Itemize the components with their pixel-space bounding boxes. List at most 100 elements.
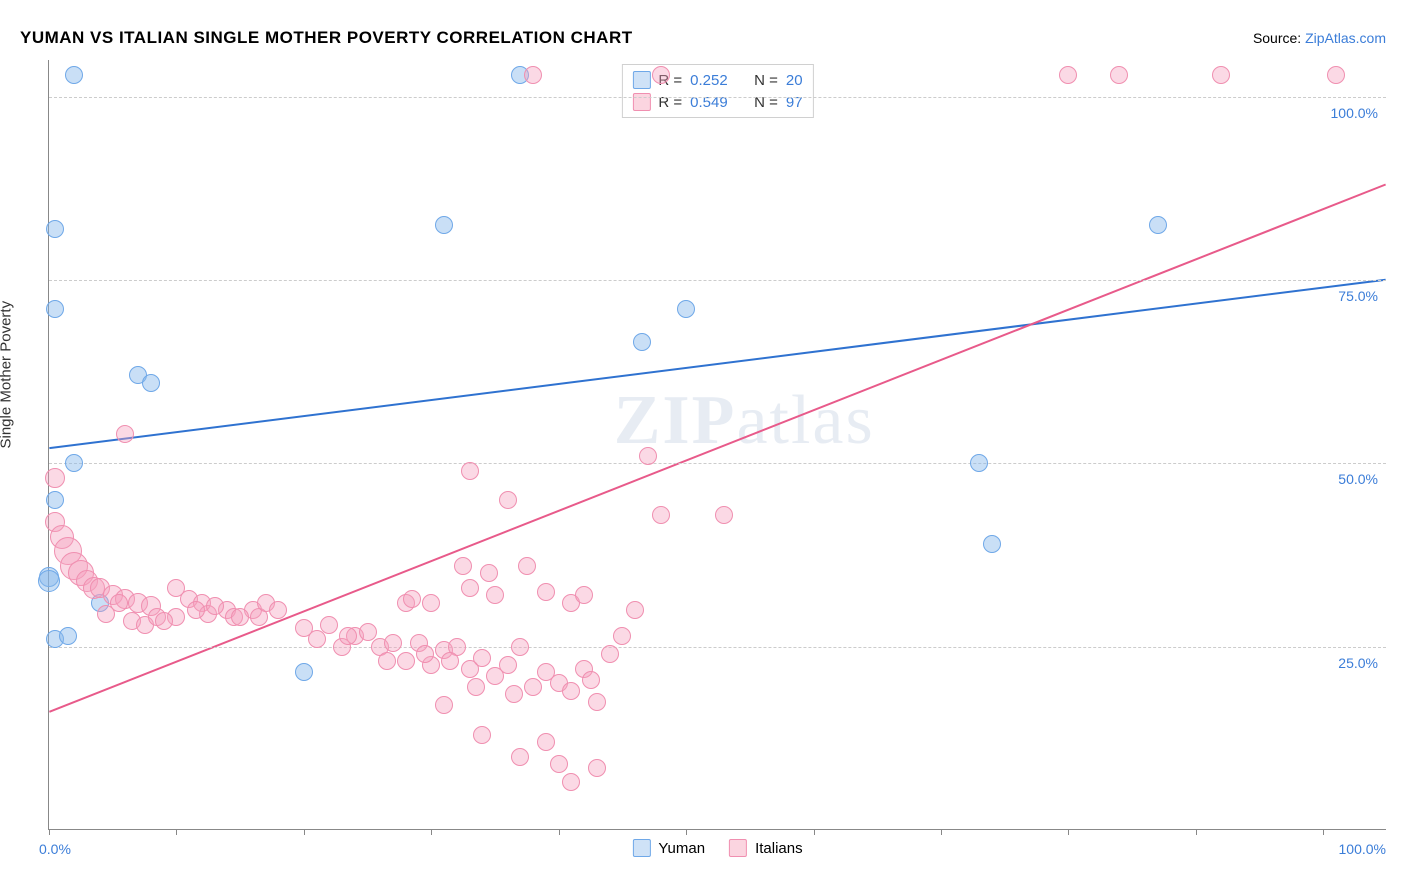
data-point [206, 597, 224, 615]
data-point [537, 733, 555, 751]
y-tick-label: 50.0% [1338, 471, 1378, 487]
legend-row: R =0.549N =97 [632, 91, 802, 113]
data-point [38, 570, 60, 592]
chart-title: YUMAN VS ITALIAN SINGLE MOTHER POVERTY C… [20, 28, 633, 48]
data-point [626, 601, 644, 619]
x-tick [559, 829, 560, 835]
data-point [480, 564, 498, 582]
data-point [511, 638, 529, 656]
data-point [441, 652, 459, 670]
data-point [269, 601, 287, 619]
chart-source: Source: ZipAtlas.com [1253, 30, 1386, 46]
data-point [582, 671, 600, 689]
data-point [562, 682, 580, 700]
data-point [613, 627, 631, 645]
data-point [467, 678, 485, 696]
grid-line [49, 97, 1386, 98]
trend-lines [49, 60, 1386, 829]
data-point [461, 462, 479, 480]
data-point [639, 447, 657, 465]
data-point [384, 634, 402, 652]
data-point [970, 454, 988, 472]
data-point [116, 425, 134, 443]
x-tick [941, 829, 942, 835]
x-tick [686, 829, 687, 835]
data-point [511, 748, 529, 766]
data-point [187, 601, 205, 619]
data-point [59, 627, 77, 645]
data-point [562, 773, 580, 791]
data-point [403, 590, 421, 608]
data-point [320, 616, 338, 634]
trend-line [49, 185, 1385, 712]
data-point [46, 220, 64, 238]
x-tick [304, 829, 305, 835]
data-point [46, 300, 64, 318]
data-point [677, 300, 695, 318]
data-point [295, 663, 313, 681]
x-tick [814, 829, 815, 835]
data-point [231, 608, 249, 626]
plot-area: ZIPatlas R =0.252N =20R =0.549N =97 Yuma… [48, 60, 1386, 830]
data-point [575, 586, 593, 604]
data-point [435, 216, 453, 234]
data-point [505, 685, 523, 703]
data-point [1212, 66, 1230, 84]
legend-item: Italians [729, 839, 803, 857]
data-point [1059, 66, 1077, 84]
data-point [461, 579, 479, 597]
data-point [518, 557, 536, 575]
data-point [339, 627, 357, 645]
data-point [537, 583, 555, 601]
data-point [588, 759, 606, 777]
data-point [652, 66, 670, 84]
data-point [65, 66, 83, 84]
legend-swatch [729, 839, 747, 857]
x-tick [49, 829, 50, 835]
x-axis-min-label: 0.0% [39, 841, 71, 857]
x-tick [1196, 829, 1197, 835]
legend-swatch [632, 839, 650, 857]
x-tick [1323, 829, 1324, 835]
y-axis-label: Single Mother Poverty [0, 301, 15, 449]
source-link[interactable]: ZipAtlas.com [1305, 30, 1386, 46]
legend-label: Italians [755, 840, 803, 857]
data-point [524, 678, 542, 696]
grid-line [49, 647, 1386, 648]
data-point [155, 612, 173, 630]
data-point [550, 755, 568, 773]
grid-line [49, 280, 1386, 281]
data-point [435, 696, 453, 714]
data-point [499, 491, 517, 509]
y-tick-label: 100.0% [1331, 105, 1378, 121]
legend-item: Yuman [632, 839, 705, 857]
data-point [1327, 66, 1345, 84]
x-tick [1068, 829, 1069, 835]
data-point [378, 652, 396, 670]
legend-swatch [632, 71, 650, 89]
data-point [65, 454, 83, 472]
data-point [45, 468, 65, 488]
r-value: 0.252 [690, 72, 740, 89]
data-point [473, 649, 491, 667]
legend-correlation: R =0.252N =20R =0.549N =97 [621, 64, 813, 118]
data-point [46, 491, 64, 509]
data-point [524, 66, 542, 84]
trend-line [49, 280, 1385, 448]
data-point [1149, 216, 1167, 234]
grid-line [49, 463, 1386, 464]
data-point [983, 535, 1001, 553]
x-tick [176, 829, 177, 835]
n-value: 20 [786, 72, 803, 89]
data-point [97, 605, 115, 623]
y-tick-label: 75.0% [1338, 288, 1378, 304]
data-point [308, 630, 326, 648]
data-point [454, 557, 472, 575]
data-point [652, 506, 670, 524]
data-point [601, 645, 619, 663]
n-label: N = [754, 72, 778, 89]
data-point [397, 652, 415, 670]
x-tick [431, 829, 432, 835]
data-point [416, 645, 434, 663]
data-point [499, 656, 517, 674]
